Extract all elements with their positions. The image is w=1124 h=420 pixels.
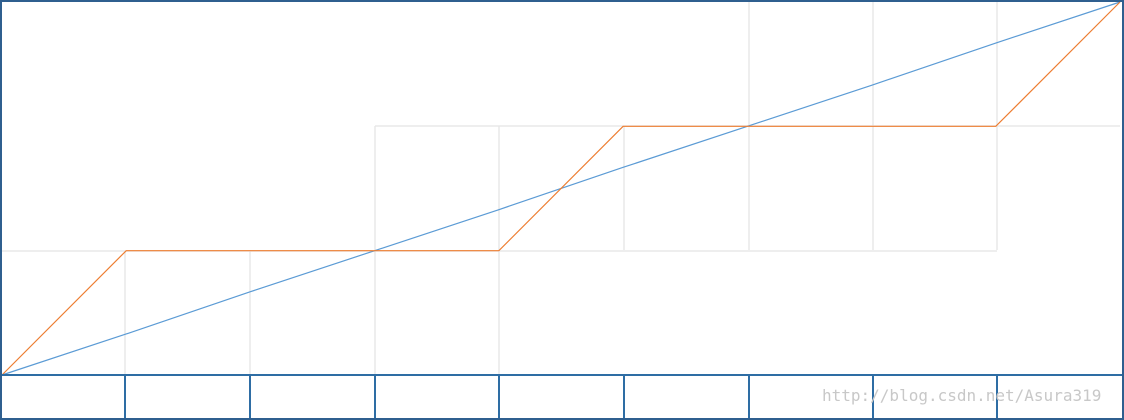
series-line [1,1,1121,376]
watermark: http://blog.csdn.net/Asura319 [822,386,1101,405]
bottom-strip [0,374,1124,420]
